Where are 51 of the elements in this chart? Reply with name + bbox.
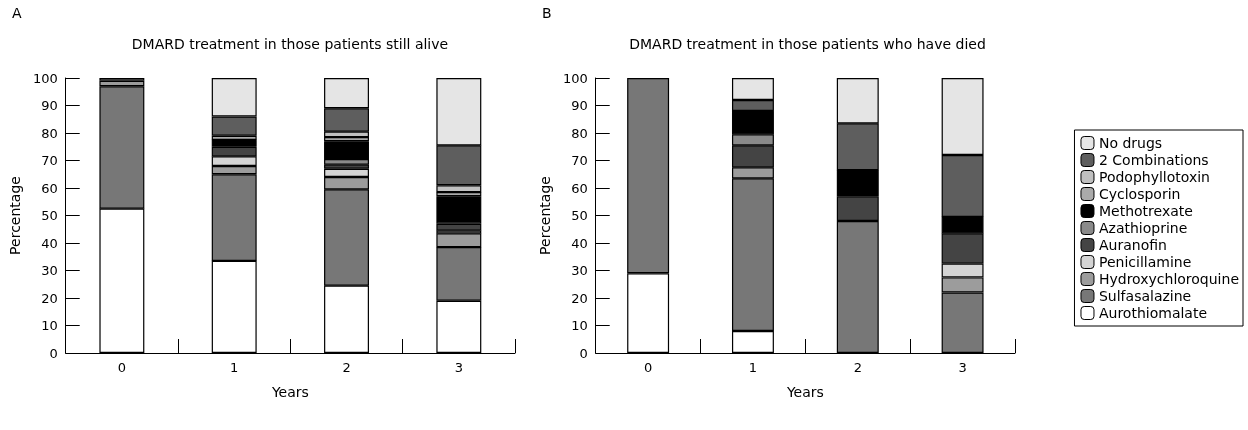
- x-tick-label: 0: [643, 360, 653, 375]
- x-tick-label: 3: [454, 360, 463, 375]
- x-tick-label: 0: [117, 360, 127, 375]
- x-tick-label: 1: [230, 360, 239, 375]
- x-axis-title: Years: [785, 384, 824, 400]
- y-tick-label: 30: [571, 263, 588, 278]
- legend-label: Methotrexate: [1098, 203, 1193, 219]
- y-tick-label: 90: [41, 98, 58, 113]
- y-axis-title: Percentage: [7, 176, 23, 255]
- legend-label: Auranofin: [1098, 237, 1167, 253]
- y-tick-label: 20: [41, 290, 58, 306]
- y-tick-label: 20: [571, 290, 588, 306]
- y-tick-label: 60: [41, 180, 58, 196]
- y-tick-label: 0: [49, 345, 58, 361]
- y-tick-label: 70: [41, 153, 58, 168]
- y-tick-label: 30: [41, 263, 58, 278]
- legend-label: Sulfasalazine: [1098, 288, 1192, 304]
- y-tick-label: 40: [41, 235, 58, 251]
- y-axis-title: Percentage: [537, 176, 553, 255]
- y-tick-label: 80: [571, 125, 588, 141]
- legend-label: Azathioprine: [1098, 220, 1188, 236]
- y-tick-label: 90: [571, 98, 588, 113]
- chart-title: DMARD treatment in those patients who have died: [629, 36, 986, 52]
- x-tick-label: 1: [748, 360, 758, 375]
- y-tick-label: 50: [41, 208, 58, 223]
- y-tick-label: 100: [32, 70, 58, 86]
- y-tick-label: 60: [571, 180, 588, 196]
- legend-label: 2 Combinations: [1098, 152, 1209, 168]
- text: A: [12, 5, 22, 21]
- x-tick-label: 2: [853, 360, 862, 375]
- x-axis-title: Years: [270, 384, 309, 400]
- y-tick-label: 100: [562, 70, 588, 86]
- y-tick-label: 40: [571, 235, 588, 251]
- legend-label: Aurothiomalate: [1098, 305, 1208, 321]
- y-tick-label: 0: [579, 345, 588, 361]
- chart-title: DMARD treatment in those patients still alive: [131, 36, 449, 52]
- legend-label: Podophyllotoxin: [1098, 169, 1210, 185]
- y-tick-label: 80: [41, 125, 58, 141]
- bar: [436, 223, 482, 231]
- legend-label: Hydroxychloroquine: [1098, 271, 1239, 287]
- legend-label: Penicillamine: [1098, 254, 1192, 270]
- y-tick-label: 50: [571, 208, 588, 223]
- y-tick-label: 10: [571, 318, 588, 333]
- y-tick-label: 10: [41, 318, 58, 333]
- legend-label: Cyclosporin: [1098, 186, 1181, 202]
- x-tick-label: 3: [958, 360, 967, 375]
- text: B: [542, 5, 552, 21]
- x-tick-label: 2: [342, 360, 351, 375]
- legend-label: No drugs: [1098, 135, 1163, 151]
- y-tick-label: 70: [571, 153, 588, 168]
- bar: [436, 196, 482, 221]
